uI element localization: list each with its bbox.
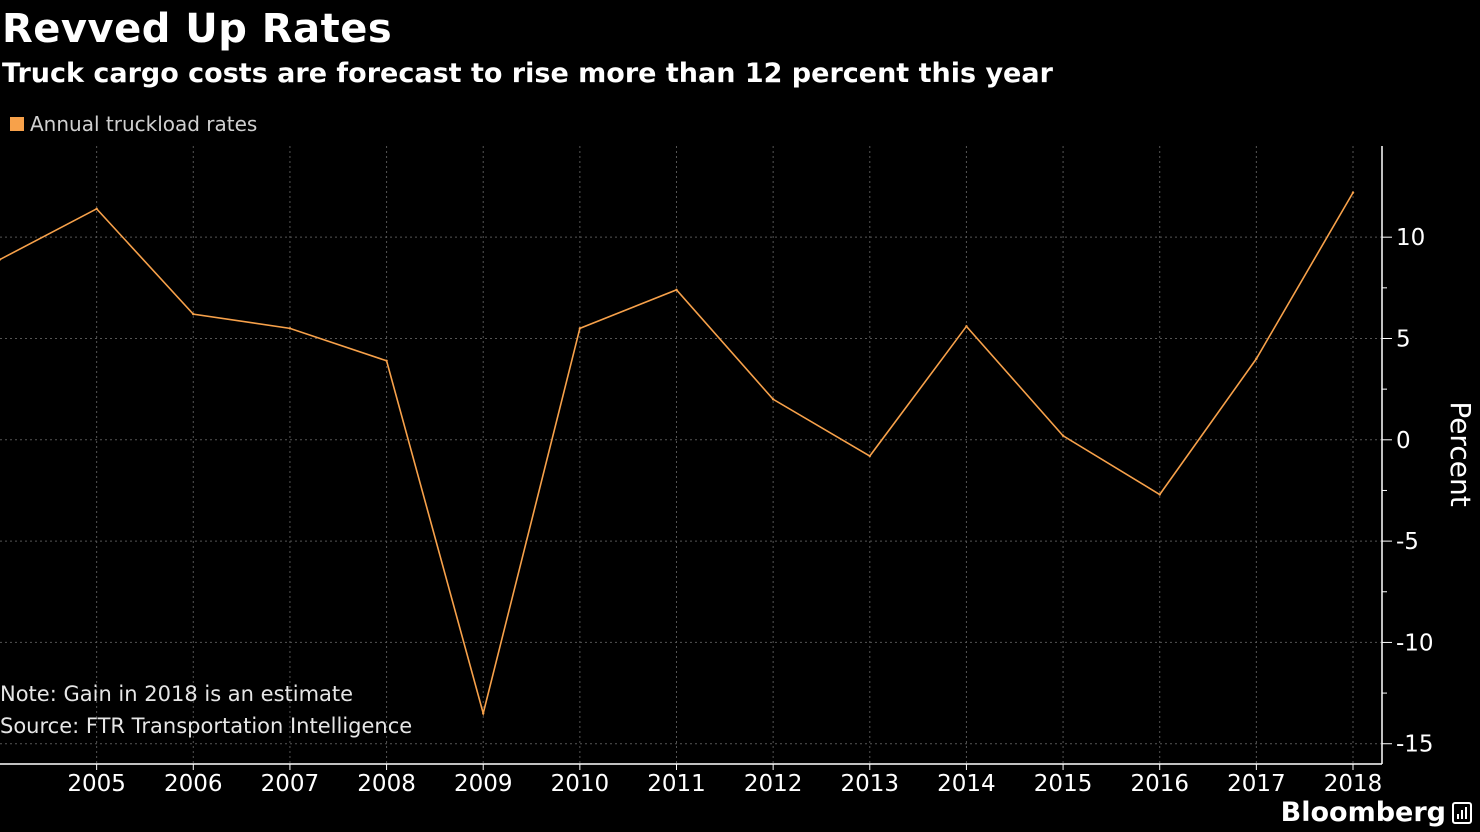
chart-subtitle: Truck cargo costs are forecast to rise m… (2, 58, 1053, 89)
data-point-2004 (0, 258, 2, 261)
legend-label: Annual truckload rates (30, 112, 258, 136)
legend: Annual truckload rates (10, 112, 257, 136)
x-tick-label-2012: 2012 (744, 771, 803, 797)
x-tick-label-2008: 2008 (357, 771, 416, 797)
data-point-2009 (482, 712, 485, 715)
y-tick-label--5: -5 (1396, 529, 1419, 555)
data-point-2006 (192, 312, 195, 316)
chart-title: Revved Up Rates (2, 6, 393, 52)
x-tick-label-2018: 2018 (1324, 771, 1383, 797)
data-point-2016 (1158, 493, 1161, 496)
data-point-2011 (675, 288, 678, 292)
y-tick-label--15: -15 (1396, 732, 1434, 758)
x-tick-label-2010: 2010 (551, 771, 610, 797)
data-point-2005 (95, 207, 98, 211)
x-tick-label-2007: 2007 (261, 771, 320, 797)
y-axis-title: Percent (1444, 401, 1477, 506)
chart-note: Note: Gain in 2018 is an estimate (0, 682, 354, 706)
bloomberg-logo: Bloomberg (1281, 797, 1472, 828)
data-point-2008 (385, 359, 388, 362)
data-point-2013 (868, 454, 871, 458)
x-tick-label-2015: 2015 (1034, 771, 1093, 797)
x-tick-label-2005: 2005 (67, 771, 126, 797)
data-point-2007 (288, 327, 292, 330)
data-point-2017 (1255, 357, 1258, 360)
brand-name: Bloomberg (1280, 797, 1446, 828)
data-point-2014 (965, 325, 968, 328)
x-tick-label-2014: 2014 (937, 771, 996, 797)
x-tick-label-2013: 2013 (841, 771, 900, 797)
y-tick-label-10: 10 (1396, 225, 1425, 251)
x-tick-label-2016: 2016 (1130, 771, 1189, 797)
data-point-2012 (771, 398, 775, 401)
x-tick-label-2009: 2009 (454, 771, 513, 797)
legend-swatch (10, 117, 24, 131)
x-tick-label-2011: 2011 (647, 771, 706, 797)
y-tick-label-0: 0 (1396, 428, 1411, 454)
y-tick-label-5: 5 (1396, 326, 1411, 352)
chart-source: Source: FTR Transportation Intelligence (0, 714, 413, 738)
x-tick-label-2017: 2017 (1227, 771, 1286, 797)
y-tick-label--10: -10 (1396, 630, 1434, 656)
x-tick-label-2006: 2006 (164, 771, 223, 797)
data-point-2015 (1061, 434, 1065, 437)
data-point-2018 (1351, 191, 1355, 194)
data-point-2010 (578, 327, 582, 330)
bar-chart-icon (1452, 801, 1472, 824)
